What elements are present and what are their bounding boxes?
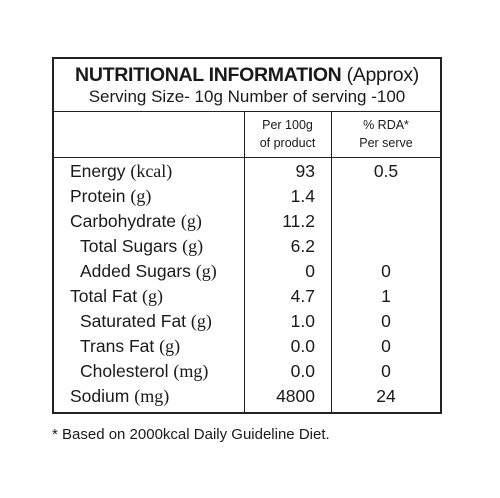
per-100g-header-line2: of product	[259, 136, 316, 150]
nutrient-label: Protein (g)	[70, 186, 151, 207]
nutrient-unit: (g)	[190, 311, 212, 331]
table-row: Energy (kcal) 93 0.5	[54, 161, 440, 185]
per-100g-value: 11.2	[282, 211, 315, 231]
per-100g-header-line1: Per 100g	[262, 118, 313, 132]
rda-value: 0	[381, 336, 391, 356]
title-approx: (Approx)	[346, 64, 420, 86]
rda-value: 0	[381, 311, 391, 331]
nutrient-name: Energy	[70, 161, 126, 181]
nutrient-unit: (mg)	[173, 361, 209, 381]
rda-value: 0.5	[373, 161, 399, 181]
nutrient-name: Total Sugars	[80, 236, 178, 256]
rda-value: 0	[381, 361, 391, 381]
nutrient-unit: (g)	[180, 211, 202, 231]
rda-header-line2: Per serve	[359, 136, 413, 150]
per-100g-value: 4800	[276, 386, 315, 406]
serving-info: Serving Size- 10g Number of serving -100	[88, 87, 406, 106]
per-100g-value: 93	[295, 161, 315, 181]
nutrient-label: Cholesterol (mg)	[80, 361, 208, 382]
header-divider	[54, 157, 440, 158]
nutrient-name: Protein	[70, 186, 126, 206]
per-100g-value: 0	[305, 261, 315, 281]
nutrient-name: Carbohydrate	[70, 211, 177, 231]
rda-column-header: % RDA* Per serve	[331, 116, 441, 152]
footnote: * Based on 2000kcal Daily Guideline Diet…	[52, 426, 330, 443]
nutrient-label: Trans Fat (g)	[80, 336, 180, 357]
nutrient-label: Carbohydrate (g)	[70, 211, 202, 232]
column-divider	[244, 112, 245, 414]
nutrient-label: Added Sugars (g)	[80, 261, 217, 282]
table-row: Trans Fat (g) 0.0 0	[54, 336, 440, 360]
nutrient-unit: (mg)	[134, 386, 170, 406]
per-100g-value: 1.4	[290, 186, 315, 206]
column-divider	[331, 112, 332, 414]
rda-value: 24	[376, 386, 396, 406]
per-100g-column-header: Per 100g of product	[244, 116, 331, 152]
table-row: Cholesterol (mg) 0.0 0	[54, 361, 440, 385]
nutrient-unit: (g)	[159, 336, 181, 356]
nutrient-label: Total Fat (g)	[70, 286, 163, 307]
panel-title: NUTRITIONAL INFORMATION (Approx)	[54, 64, 440, 87]
nutrient-name: Total Fat	[70, 286, 138, 306]
per-100g-value: 1.0	[290, 311, 315, 331]
rda-value: 1	[381, 286, 391, 306]
nutrient-label: Total Sugars (g)	[80, 236, 203, 257]
nutrient-name: Trans Fat	[80, 336, 155, 356]
nutrition-panel: NUTRITIONAL INFORMATION (Approx) Serving…	[52, 57, 442, 414]
nutrient-unit: (g)	[130, 186, 152, 206]
table-row: Protein (g) 1.4	[54, 186, 440, 210]
nutrient-label: Sodium (mg)	[70, 386, 169, 407]
rda-value: 0	[381, 261, 391, 281]
nutrient-label: Saturated Fat (g)	[80, 311, 212, 332]
nutrient-name: Sodium	[70, 386, 130, 406]
panel-header: NUTRITIONAL INFORMATION (Approx) Serving…	[54, 59, 440, 112]
nutrient-name: Cholesterol	[80, 361, 169, 381]
nutrient-unit: (g)	[142, 286, 163, 306]
table-row: Sodium (mg) 4800 24	[54, 386, 440, 410]
per-100g-value: 6.2	[290, 236, 315, 256]
table-row: Added Sugars (g) 0 0	[54, 261, 440, 285]
rda-header-line1: % RDA*	[363, 118, 409, 132]
per-100g-value: 0.0	[290, 336, 315, 356]
table-row: Total Sugars (g) 6.2	[54, 236, 440, 260]
title-bold: NUTRITIONAL INFORMATION	[75, 64, 342, 86]
nutrient-label: Energy (kcal)	[70, 161, 172, 182]
table-row: Total Fat (g) 4.7 1	[54, 286, 440, 310]
table-row: Carbohydrate (g) 11.2	[54, 211, 440, 235]
nutrient-unit: (kcal)	[130, 161, 173, 181]
per-100g-value: 4.7	[290, 286, 315, 306]
per-100g-value: 0.0	[290, 361, 315, 381]
nutrient-name: Added Sugars	[80, 261, 191, 281]
nutrient-unit: (g)	[195, 261, 217, 281]
table-row: Saturated Fat (g) 1.0 0	[54, 311, 440, 335]
nutrient-name: Saturated Fat	[80, 311, 187, 331]
nutrient-unit: (g)	[182, 236, 204, 256]
